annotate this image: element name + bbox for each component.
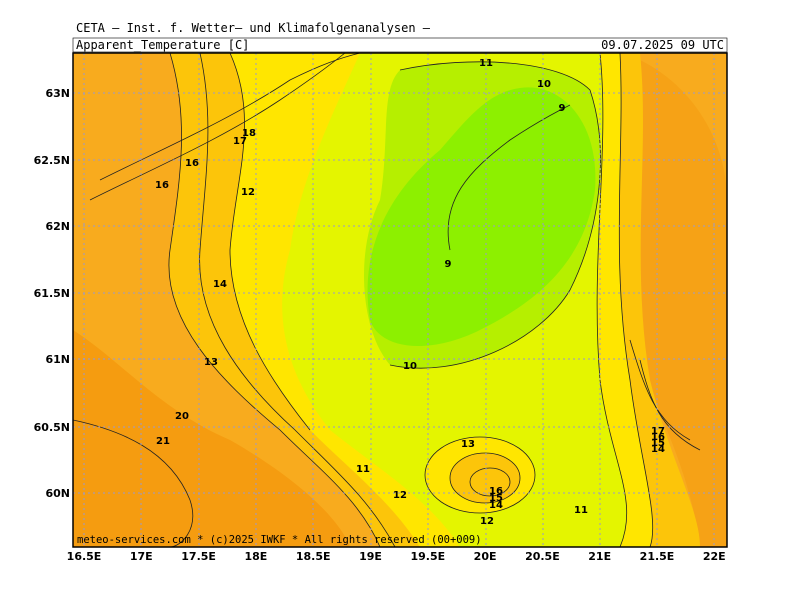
lon-label: 18.5E [296, 550, 331, 563]
lat-label: 62.5N [34, 154, 70, 167]
lon-label: 17E [130, 550, 153, 563]
contour-label: 21 [156, 436, 170, 447]
footer: meteo-services.com * (c)2025 IWKF * All … [77, 534, 482, 546]
lon-label: 19E [359, 550, 382, 563]
lon-label: 18E [244, 550, 267, 563]
contour-label: 11 [356, 464, 370, 475]
contour-label: 17 [233, 136, 247, 147]
lat-label: 61N [45, 353, 70, 366]
contour-label: 10 [403, 361, 417, 372]
lat-label: 60.5N [34, 421, 70, 434]
contour-label: 15 [651, 438, 665, 449]
lon-label: 21.5E [640, 550, 675, 563]
map-frame [72, 52, 728, 548]
contour-label: 11 [479, 58, 493, 69]
lat-label: 63N [45, 87, 70, 100]
contour-label: 17 [651, 426, 665, 437]
contour-label: 10 [537, 79, 551, 90]
title: CETA — Inst. f. Wetter— und Klimafolgena… [76, 21, 431, 35]
contour-label: 11 [574, 505, 588, 516]
valid-time: 09.07.2025 09 UTC [601, 38, 724, 52]
contour-label: 14 [489, 500, 503, 511]
map-field [73, 53, 727, 547]
contour-label: 16 [155, 180, 169, 191]
contour-labels: 11 10 9 18 17 16 16 12 9 14 13 10 20 21 … [155, 58, 665, 527]
parameter: Apparent_Temperature [C] [76, 38, 249, 52]
lat-label: 60N [45, 487, 70, 500]
lat-label: 61.5N [34, 287, 70, 300]
contour-label: 12 [241, 187, 255, 198]
lat-label: 62N [45, 220, 70, 233]
contour-label: 9 [559, 103, 566, 114]
lon-label: 20.5E [525, 550, 560, 563]
contour-label: 16 [185, 158, 199, 169]
lon-label: 19.5E [410, 550, 445, 563]
contour-label: 16 [489, 486, 503, 497]
contour-label: 20 [175, 411, 189, 422]
contour-label: 13 [204, 357, 218, 368]
axis-labels: 16.5E 17E 17.5E 18E 18.5E 19E 19.5E 20E 20.5E 21E… [34, 87, 726, 563]
contour-label: 15 [489, 493, 503, 504]
contour-label: 13 [461, 439, 475, 450]
lon-label: 21E [588, 550, 611, 563]
contour-label: 16 [651, 432, 665, 443]
lon-label: 20E [474, 550, 497, 563]
contour-label: 9 [445, 259, 452, 270]
contour-label: 12 [480, 516, 494, 527]
lon-label: 22E [703, 550, 726, 563]
lon-label: 17.5E [181, 550, 216, 563]
contour-label: 14 [213, 279, 227, 290]
contour-label: 12 [393, 490, 407, 501]
lon-label: 16.5E [67, 550, 102, 563]
contour-label: 14 [651, 444, 665, 455]
contour-label: 18 [242, 128, 256, 139]
header-box [72, 37, 728, 53]
